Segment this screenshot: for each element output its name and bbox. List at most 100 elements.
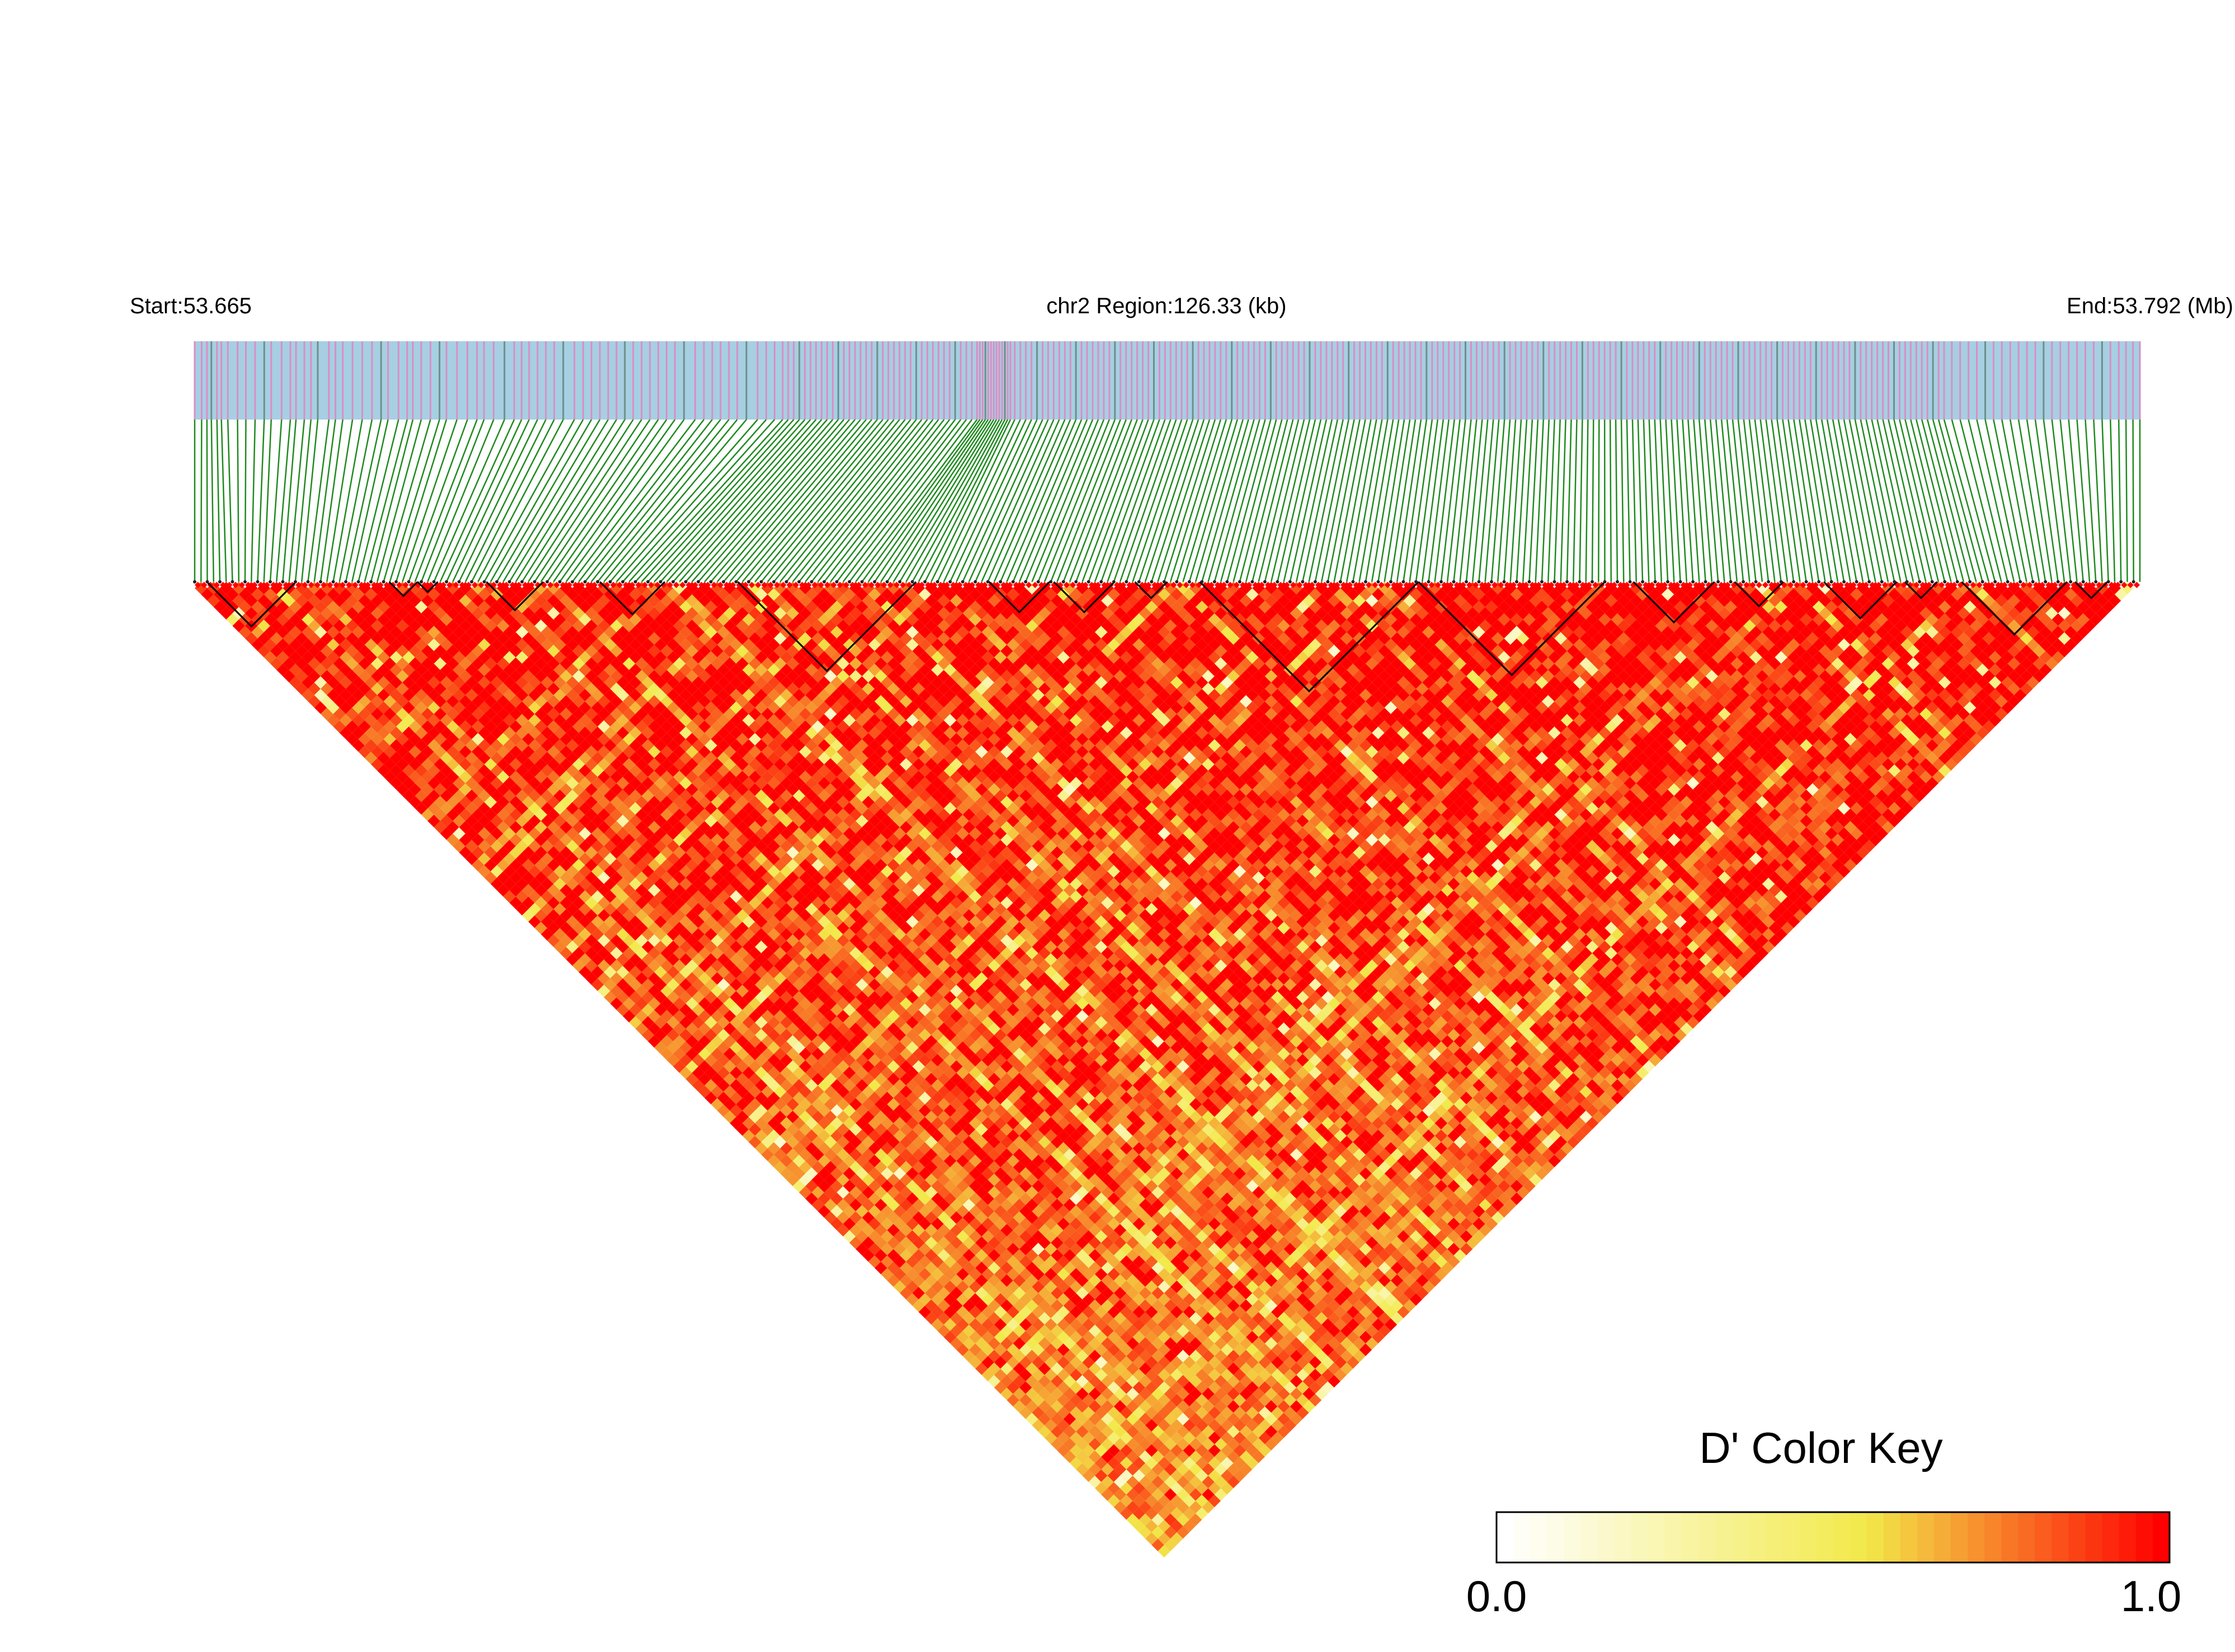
snp-connector: [1132, 419, 1188, 582]
snp-connector: [1434, 419, 1455, 582]
ld-cell: [314, 663, 327, 676]
ld-cell: [295, 619, 308, 632]
ld-cell: [855, 1192, 868, 1205]
ld-cell: [547, 934, 560, 947]
region-center-label: chr2 Region:126.33 (kb): [1046, 294, 1286, 318]
ld-cell: [711, 1085, 724, 1098]
ld-cell: [534, 859, 548, 872]
ld-cell: [364, 701, 378, 714]
snp-connector: [779, 419, 911, 582]
snp-connector: [1018, 419, 1088, 582]
ld-cell: [868, 1217, 881, 1230]
ld-cell: [849, 1236, 862, 1249]
ld-cell: [836, 1173, 850, 1187]
ld-cell: [522, 871, 535, 884]
ld-cell: [377, 751, 390, 765]
snp-connector: [1471, 419, 1489, 582]
ld-cell: [950, 1324, 963, 1338]
ld-cell: [509, 834, 523, 846]
snp-connector: [319, 419, 344, 582]
ld-cell: [264, 613, 277, 626]
ld-cell: [289, 651, 302, 664]
ld-cell: [874, 1262, 887, 1274]
snp-connector: [1865, 419, 1902, 582]
ld-cell: [339, 663, 352, 676]
ld-cell: [604, 991, 617, 1004]
ld-cell: [944, 1318, 957, 1331]
ld-cell: [276, 600, 289, 614]
ld-cell: [1013, 1375, 1026, 1388]
ld-cell: [371, 758, 384, 771]
ld-cell: [843, 1180, 856, 1193]
ld-cell: [377, 726, 390, 740]
ld-cell: [1113, 1500, 1127, 1514]
ld-cell: [1132, 1507, 1146, 1520]
ld-cell: [1170, 1519, 1183, 1533]
ld-cell: [623, 972, 636, 985]
ld-cell: [289, 613, 302, 626]
ld-cell: [811, 1198, 825, 1212]
ld-cell: [937, 1287, 951, 1300]
ld-cell: [515, 890, 529, 903]
ld-cell: [855, 1217, 868, 1230]
ld-cell: [629, 1003, 642, 1016]
ld-cell: [1145, 1519, 1158, 1533]
ld-cell: [264, 638, 277, 651]
snp-connector: [1176, 419, 1227, 582]
ld-cell: [446, 821, 459, 834]
ld-cell: [1006, 1394, 1020, 1407]
ld-cell: [1158, 1532, 1171, 1545]
ld-cell: [358, 745, 371, 759]
ld-cell: [610, 997, 623, 1010]
ld-cell: [629, 991, 642, 1004]
ld-cell: [749, 1123, 761, 1136]
ld-cell: [1107, 1494, 1121, 1508]
snp-connector: [1837, 419, 1870, 582]
ld-cell: [283, 657, 295, 670]
ld-cell: [389, 751, 403, 765]
snp-connector: [251, 419, 256, 582]
ld-cell: [691, 1053, 705, 1067]
ld-cell: [358, 683, 371, 695]
ld-cell: [509, 846, 523, 859]
snp-connector: [729, 419, 867, 582]
ld-cell: [534, 896, 548, 910]
ld-cell: [616, 1003, 629, 1016]
ld-cell: [666, 1003, 680, 1016]
ld-cell: [559, 909, 573, 922]
snp-connector: [288, 419, 305, 582]
ld-cell: [1051, 1438, 1064, 1451]
snp-connector: [584, 419, 713, 582]
snp-connector: [1620, 419, 1625, 582]
snp-connector: [1776, 419, 1801, 582]
ld-cell: [578, 966, 591, 978]
ld-cell: [1164, 1526, 1177, 1539]
snp-connector: [414, 419, 478, 582]
ld-cell: [1126, 1488, 1139, 1501]
snp-connector: [1882, 419, 1921, 582]
ld-cell: [251, 625, 264, 639]
ld-cell: [691, 1028, 705, 1042]
ld-cell: [610, 959, 623, 972]
ld-cell: [585, 947, 598, 960]
ld-cell: [591, 966, 604, 978]
snp-connector: [968, 419, 1043, 582]
ld-cell: [276, 625, 289, 639]
snp-connector: [1637, 419, 1644, 582]
snp-connector: [1560, 419, 1566, 582]
snp-connector: [1509, 419, 1522, 582]
ld-cell: [1138, 1488, 1152, 1501]
ld-cell: [962, 1337, 976, 1350]
ld-cell: [654, 1003, 667, 1016]
snp-connector: [1094, 419, 1155, 582]
snp-connector: [1984, 419, 2021, 582]
ld-cell: [333, 670, 346, 683]
ld-cell: [1101, 1475, 1114, 1489]
snp-connector: [1771, 419, 1795, 582]
snp-connector: [282, 419, 297, 582]
ld-cell: [723, 1060, 736, 1073]
ld-cell: [704, 1053, 717, 1067]
ld-cell: [925, 1287, 938, 1300]
snp-connector: [1126, 419, 1183, 582]
ld-cell: [1138, 1475, 1152, 1489]
